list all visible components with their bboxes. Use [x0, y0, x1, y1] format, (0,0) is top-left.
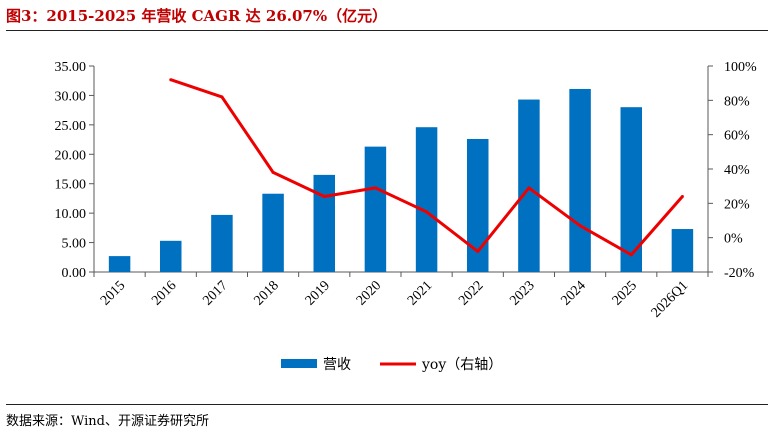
y-right-tick-label: 100% [724, 60, 757, 75]
revenue-bar [262, 193, 284, 272]
revenue-bar [415, 127, 438, 272]
x-tick-label: 2016 [149, 278, 179, 308]
yoy-point [578, 224, 582, 228]
y-left-tick-label: 35.00 [55, 60, 87, 75]
revenue-bar [364, 146, 387, 272]
y-right-tick-label: 80% [724, 94, 750, 109]
y-left-tick-label: 25.00 [55, 119, 87, 134]
yoy-point [425, 210, 429, 214]
y-left-tick-label: 10.00 [55, 207, 87, 222]
revenue-bar [108, 256, 131, 272]
x-tick-label: 2020 [354, 278, 384, 308]
yoy-point [169, 78, 173, 82]
x-tick-label: 2026Q1 [649, 278, 692, 321]
x-tick-labels: 2015 2016 2017 2018 2019 2020 2021 2022 2023 2024… [98, 278, 691, 321]
revenue-bar [620, 107, 642, 272]
revenue-bar [313, 174, 335, 272]
y-left-tick-label: 15.00 [55, 178, 87, 193]
revenue-bar [569, 88, 591, 272]
y-right-tick-label: 0% [724, 232, 743, 247]
x-tick-label: 2022 [456, 278, 486, 308]
yoy-point [629, 253, 633, 257]
y-right-tick-label: 20% [724, 197, 750, 212]
x-tick-label: 2024 [559, 278, 589, 308]
revenue-bar [211, 214, 233, 272]
y-right-tick-label: 40% [724, 163, 750, 178]
x-tick-label: 2015 [98, 278, 128, 308]
y-left-tick-label: 30.00 [55, 89, 87, 104]
legend-swatch-revenue [281, 359, 317, 368]
y-left-tick-label: 0.00 [62, 266, 87, 281]
footer-divider [6, 404, 768, 405]
yoy-point [476, 249, 480, 253]
revenue-bar [518, 99, 540, 272]
yoy-point [322, 194, 326, 198]
chart-title: 图3：2015-2025 年营收 CAGR 达 26.07%（亿元） [6, 7, 388, 25]
y-right-tick-label: -20% [724, 266, 755, 281]
yoy-point [680, 194, 684, 198]
revenue-bar [467, 138, 489, 272]
legend-label-revenue: 营收 [323, 357, 351, 373]
yoy-point [373, 186, 377, 190]
y-right-tick-label: 60% [724, 129, 750, 144]
x-tick-label: 2023 [507, 278, 537, 308]
yoy-line [169, 78, 684, 257]
chart: 0.00 5.00 10.00 15.00 20.00 25.00 30.00 35.00 -2… [55, 60, 758, 373]
title-divider [6, 30, 768, 31]
chart-axes: 0.00 5.00 10.00 15.00 20.00 25.00 30.00 35.00 -2… [55, 60, 758, 281]
chart-legend: 营收 yoy（右轴） [281, 357, 502, 373]
x-tick-label: 2021 [405, 278, 435, 308]
revenue-bars [108, 88, 694, 272]
y-left-tick-label: 20.00 [55, 148, 87, 163]
revenue-bar [160, 240, 182, 272]
legend-label-yoy: yoy（右轴） [421, 357, 502, 373]
x-tick-label: 2017 [200, 278, 230, 308]
x-tick-label: 2018 [252, 278, 282, 308]
source-note: 数据来源：Wind、开源证券研究所 [6, 414, 209, 429]
yoy-point [220, 95, 224, 99]
revenue-bar [671, 229, 694, 272]
yoy-point [271, 170, 275, 174]
x-tick-label: 2019 [303, 278, 333, 308]
yoy-point [527, 186, 531, 190]
y-left-tick-label: 5.00 [62, 237, 87, 252]
x-tick-label: 2025 [610, 278, 640, 308]
